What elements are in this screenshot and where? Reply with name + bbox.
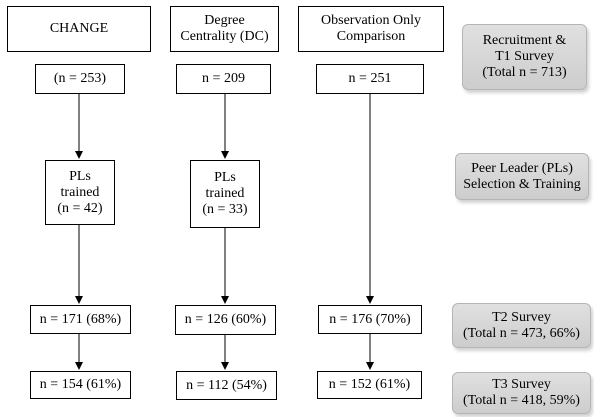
arm-change-t3: n = 154 (61%)	[30, 371, 131, 399]
arm-dc-recruited: n = 209	[176, 64, 271, 94]
arm-obs-t2: n = 176 (70%)	[318, 305, 422, 334]
arm-change-header: CHANGE	[7, 6, 151, 52]
arm-dc-header: Degree Centrality (DC)	[170, 6, 279, 52]
arm-change-peer-leaders: PLs trained (n = 42)	[45, 160, 115, 225]
arm-obs-t3: n = 152 (61%)	[317, 371, 422, 399]
arm-obs-header: Observation Only Comparison	[298, 6, 444, 52]
arm-change-recruited: (n = 253)	[35, 64, 125, 94]
stage-peer-leader-training: Peer Leader (PLs) Selection & Training	[455, 153, 589, 200]
arm-dc-peer-leaders: PLs trained (n = 33)	[190, 160, 260, 228]
stage-t2-survey: T2 Survey (Total n = 473, 66%)	[452, 303, 591, 348]
stage-recruitment-t1: Recruitment & T1 Survey (Total n = 713)	[462, 24, 587, 90]
arm-dc-t3: n = 112 (54%)	[176, 371, 277, 400]
arm-change-t2: n = 171 (68%)	[30, 305, 131, 334]
stage-t3-survey: T3 Survey (Total n = 418, 59%)	[452, 372, 591, 414]
arm-dc-t2: n = 126 (60%)	[175, 305, 276, 335]
arm-obs-recruited: n = 251	[316, 64, 424, 94]
